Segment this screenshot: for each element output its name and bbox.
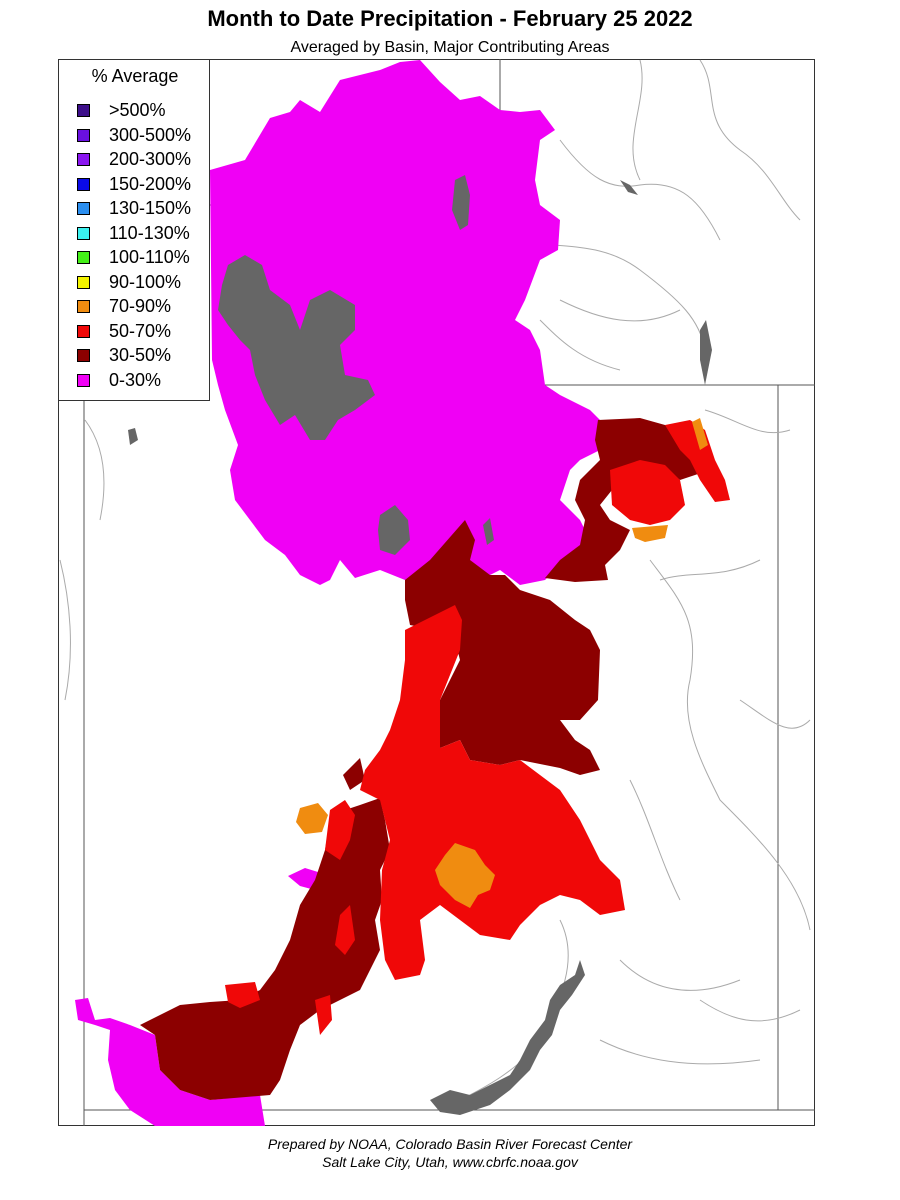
legend-title: % Average bbox=[91, 66, 179, 86]
legend-swatch bbox=[77, 128, 90, 142]
map-subtitle: Averaged by Basin, Major Contributing Ar… bbox=[290, 39, 610, 56]
legend-swatch bbox=[77, 153, 90, 166]
legend-swatch bbox=[77, 226, 90, 240]
legend-swatch bbox=[77, 275, 90, 289]
basins-0-30 bbox=[75, 60, 600, 1126]
legend-label: 100-110% bbox=[109, 247, 190, 267]
lakes-no-data bbox=[128, 175, 712, 1115]
map-title: Month to Date Precipitation - February 2… bbox=[207, 6, 693, 31]
credit-line-2: Salt Lake City, Utah, www.cbrfc.noaa.gov bbox=[322, 1154, 578, 1170]
basins-70-90 bbox=[296, 418, 708, 908]
basins-50-70 bbox=[225, 420, 730, 1035]
basins-30-50 bbox=[140, 418, 710, 1100]
legend-swatch bbox=[77, 177, 90, 191]
legend-swatch bbox=[77, 349, 90, 362]
legend-swatch bbox=[77, 202, 90, 215]
legend-label: 50-70% bbox=[109, 320, 172, 341]
legend-label: 90-100% bbox=[109, 271, 182, 292]
legend-label: 300-500% bbox=[109, 124, 192, 145]
legend-label: 70-90% bbox=[109, 296, 172, 316]
legend: % Average >500% 300-500% 200-300% 150-200% 1… bbox=[58, 59, 210, 401]
legend-swatch bbox=[77, 251, 90, 264]
legend-label: 110-130% bbox=[109, 222, 190, 243]
legend-label: 130-150% bbox=[109, 198, 192, 218]
credit-line-1: Prepared by NOAA, Colorado Basin River F… bbox=[267, 1136, 633, 1152]
legend-swatch bbox=[77, 300, 90, 313]
precipitation-map bbox=[59, 59, 815, 1126]
legend-label: 200-300% bbox=[109, 149, 192, 169]
map-frame bbox=[58, 59, 815, 1126]
legend-label: 150-200% bbox=[109, 173, 192, 194]
legend-label: >500% bbox=[109, 100, 166, 120]
legend-swatch bbox=[77, 373, 90, 387]
legend-label: 30-50% bbox=[109, 345, 172, 365]
river-network bbox=[59, 59, 811, 1101]
legend-swatch bbox=[77, 104, 90, 117]
legend-label: 0-30% bbox=[109, 369, 162, 390]
legend-swatch bbox=[77, 324, 90, 338]
